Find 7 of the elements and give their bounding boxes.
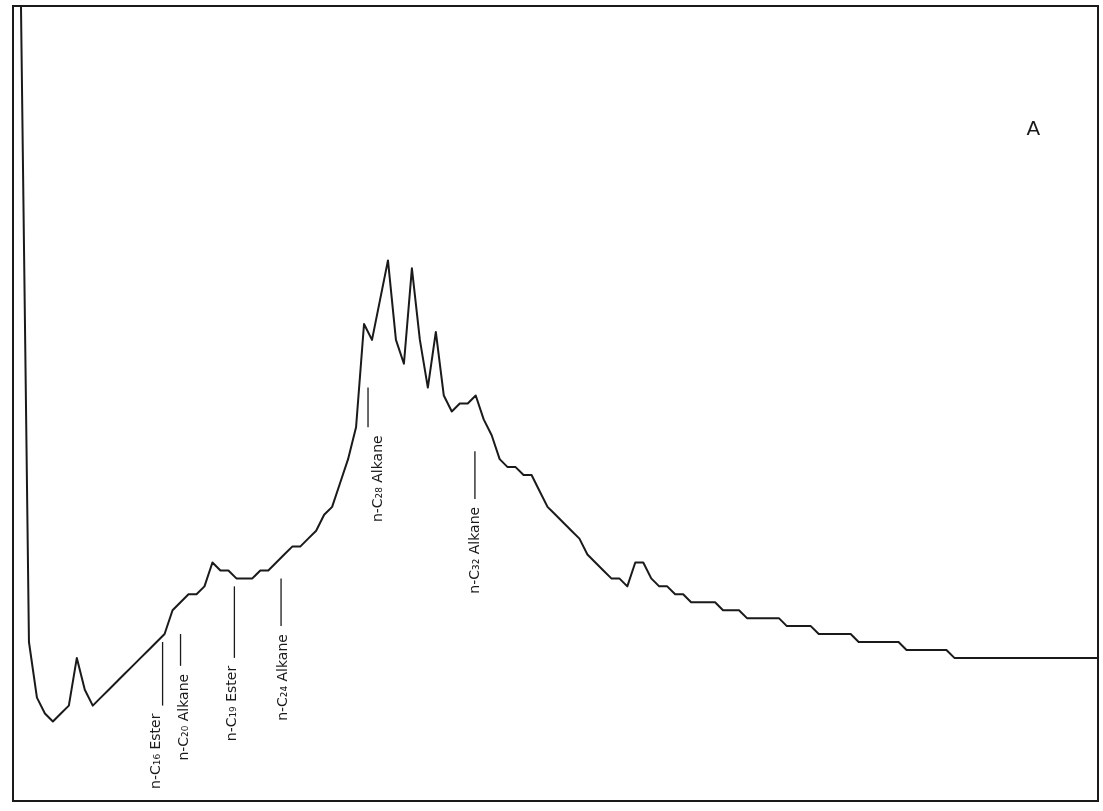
- annotation: A: [1026, 116, 1041, 141]
- annotation: n-C₂₄ Alkane: [274, 634, 291, 721]
- annotation: n-C₃₂ Alkane: [465, 506, 482, 594]
- annotation: n-C₂₀ Alkane: [174, 673, 191, 761]
- annotation: n-C₁₉ Ester: [223, 665, 240, 742]
- annotation: n-C₁₆ Ester: [146, 713, 163, 789]
- annotation: n-C₂₈ Alkane: [368, 435, 385, 523]
